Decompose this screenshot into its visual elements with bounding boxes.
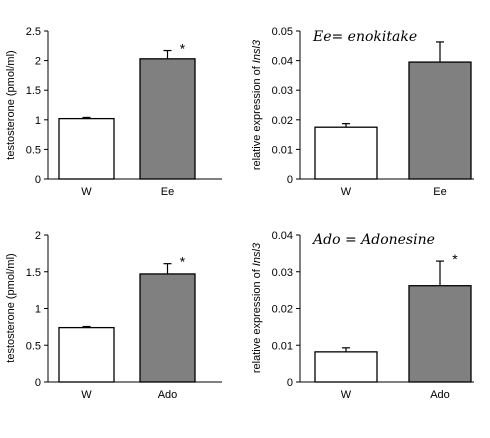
- y-tick-label: 2: [35, 230, 41, 242]
- y-tick-label: 1.5: [26, 267, 41, 279]
- category-label: W: [81, 186, 92, 198]
- category-label: Ado: [158, 389, 178, 401]
- abbreviation-note: Ado = Adonesine: [311, 232, 435, 248]
- bar-w: [58, 117, 115, 180]
- y-tick-label: 0.03: [272, 267, 293, 279]
- bar-w: [314, 126, 378, 180]
- y-axis-label: relative expression of Insl3: [251, 242, 263, 373]
- y-tick-label: 0.05: [272, 26, 293, 38]
- y-tick-label: 0.01: [272, 144, 293, 156]
- category-label: Ado: [430, 389, 450, 401]
- y-axis-label: relative expression of Insl3: [251, 39, 263, 170]
- y-tick-label: 2.5: [26, 26, 41, 38]
- category-label: W: [81, 389, 92, 401]
- y-tick-label: 0.5: [26, 340, 41, 352]
- y-axis-label: testosterone (pmol/ml): [5, 253, 17, 362]
- bar-w: [58, 326, 115, 383]
- y-tick-label: 0.01: [272, 340, 293, 352]
- y-tick-label: 0.03: [272, 85, 293, 97]
- y-tick-label: 1.5: [26, 85, 41, 97]
- significance-marker: *: [452, 251, 458, 267]
- y-tick-label: 0: [287, 377, 293, 389]
- y-axis-label-text: relative expression of: [251, 266, 263, 373]
- y-tick-label: 0: [287, 174, 293, 186]
- bar-ee: [139, 58, 196, 180]
- bar-ado: [408, 285, 472, 383]
- y-axis-label-gene: Insl3: [251, 242, 263, 266]
- chart-panel-1: 0 0.5 1 1.5 2 2.5 W Ee * testosterone (pmol/ml): [5, 26, 222, 198]
- bar-ee: [408, 61, 472, 180]
- category-label: W: [341, 389, 352, 401]
- y-tick-label: 0.5: [26, 144, 41, 156]
- bar-ado: [139, 273, 196, 383]
- y-tick-label: 1: [35, 115, 41, 127]
- y-tick-label: 0: [35, 174, 41, 186]
- y-tick-label: 0.02: [272, 304, 293, 316]
- significance-marker: *: [180, 254, 186, 270]
- y-axis-label-gene: Insl3: [251, 39, 263, 63]
- y-tick-label: 0.04: [272, 230, 293, 242]
- chart-panel-2: 0 0.01 0.02 0.03 0.04 0.05 W Ee relative express…: [251, 26, 474, 198]
- bar-w: [314, 351, 378, 383]
- abbreviation-note: Ee= enokitake: [312, 29, 417, 45]
- chart-panel-3: 0 0.5 1 1.5 2 W Ado * testosterone (pmol/ml): [5, 230, 222, 401]
- significance-marker: *: [180, 41, 186, 57]
- y-tick-label: 1: [35, 304, 41, 316]
- y-tick-label: 2: [35, 56, 41, 68]
- category-label: Ee: [161, 186, 174, 198]
- y-tick-label: 0.02: [272, 115, 293, 127]
- y-axis-label-text: relative expression of: [251, 63, 263, 170]
- category-label: W: [341, 186, 352, 198]
- chart-panel-4: 0 0.01 0.02 0.03 0.04 W Ado * relative expressio…: [251, 230, 474, 401]
- y-axis-label: testosterone (pmol/ml): [5, 50, 17, 159]
- category-label: Ee: [433, 186, 446, 198]
- y-tick-label: 0: [35, 377, 41, 389]
- y-tick-label: 0.04: [272, 56, 293, 68]
